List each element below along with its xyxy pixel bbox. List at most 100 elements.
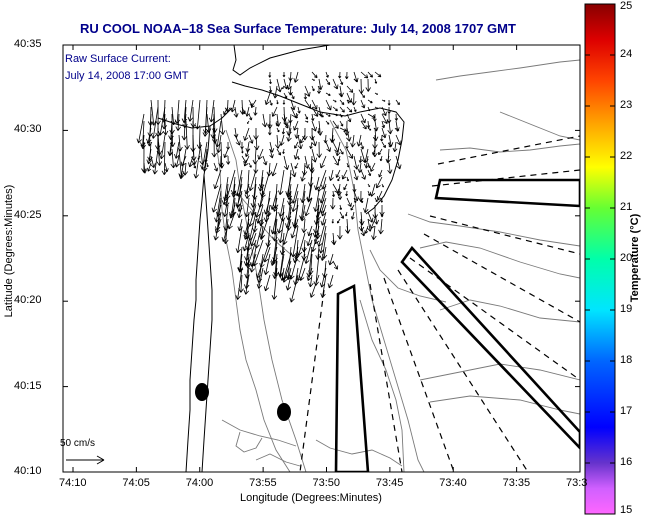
current-vector xyxy=(387,99,391,106)
current-vector xyxy=(230,99,236,113)
coastline xyxy=(157,45,405,472)
colorbar-tick-label: 16 xyxy=(620,456,633,468)
current-vector xyxy=(374,78,378,84)
current-vector xyxy=(211,183,222,213)
current-vector xyxy=(276,78,283,93)
current-vector xyxy=(245,148,250,158)
current-vector xyxy=(281,127,286,135)
current-vector xyxy=(247,120,250,124)
current-vector xyxy=(350,134,356,148)
current-vector xyxy=(226,141,230,150)
current-vector xyxy=(242,232,250,252)
current-vector xyxy=(337,225,343,240)
current-vector xyxy=(339,127,347,132)
axis-ticks xyxy=(63,44,581,473)
station-marker xyxy=(195,383,209,401)
current-vector xyxy=(367,183,371,188)
current-vector xyxy=(170,148,176,169)
current-vector xyxy=(336,183,342,197)
current-vector xyxy=(237,204,243,219)
colorbar-tick-label: 15 xyxy=(620,504,633,516)
current-vector xyxy=(150,155,156,168)
current-vector xyxy=(388,141,392,148)
current-vector xyxy=(282,260,292,283)
x-tick-label: 73:3 xyxy=(566,477,588,489)
current-vector xyxy=(223,148,229,159)
current-vector xyxy=(146,127,152,144)
y-tick-label: 40:20 xyxy=(14,294,42,307)
current-vector xyxy=(290,162,297,178)
current-vector xyxy=(255,260,264,279)
current-vector xyxy=(268,127,272,136)
current-vector xyxy=(325,92,331,96)
current-vector xyxy=(328,169,334,181)
current-vector xyxy=(364,225,369,234)
current-vector xyxy=(218,155,224,167)
current-vector xyxy=(276,99,279,105)
current-vector xyxy=(178,148,187,180)
current-vector xyxy=(301,162,308,176)
current-vector xyxy=(367,190,371,197)
current-vector xyxy=(294,127,300,139)
current-vector xyxy=(359,211,365,226)
bathymetry-contours xyxy=(213,59,580,472)
current-vector xyxy=(381,106,387,117)
current-vector xyxy=(261,113,268,128)
current-vector xyxy=(325,141,331,153)
current-vector xyxy=(373,120,379,132)
current-vector xyxy=(196,127,203,150)
current-vector xyxy=(278,169,285,196)
current-vector xyxy=(244,169,251,199)
current-vector xyxy=(363,197,369,213)
current-vector xyxy=(235,225,243,254)
current-vector xyxy=(372,148,376,156)
current-vector xyxy=(338,71,342,79)
current-vector xyxy=(220,162,224,169)
current-vector xyxy=(314,176,320,191)
current-vector xyxy=(339,211,344,219)
current-vector xyxy=(311,106,319,117)
current-vector xyxy=(253,134,260,151)
current-vector xyxy=(197,155,201,160)
current-vector xyxy=(339,204,343,210)
current-vector xyxy=(339,113,343,118)
current-vector xyxy=(204,155,208,163)
current-vector xyxy=(387,162,393,174)
x-tick-label: 73:55 xyxy=(249,477,277,489)
current-vector xyxy=(343,183,348,191)
current-vector xyxy=(299,267,306,281)
current-vector xyxy=(187,99,194,122)
current-vector xyxy=(339,106,345,113)
current-vector xyxy=(315,246,321,260)
current-vector xyxy=(317,127,321,134)
current-vector xyxy=(282,99,286,105)
current-vector xyxy=(360,169,366,180)
current-vector xyxy=(263,246,271,263)
x-tick-label: 74:10 xyxy=(59,477,87,489)
current-vector xyxy=(332,78,339,90)
current-vector xyxy=(271,267,278,300)
current-vector xyxy=(283,120,289,129)
current-vector xyxy=(381,141,386,149)
scale-arrow xyxy=(66,455,105,465)
current-vector xyxy=(339,99,345,106)
current-vector xyxy=(156,141,163,166)
dashed-transects xyxy=(299,135,580,472)
current-vector xyxy=(365,78,371,92)
current-vector xyxy=(353,169,359,181)
current-vector xyxy=(283,92,288,99)
current-vector xyxy=(269,99,273,106)
current-vector xyxy=(332,155,339,166)
current-vector xyxy=(276,148,282,156)
current-vector xyxy=(269,148,274,159)
map-content xyxy=(66,45,580,472)
current-vector xyxy=(223,190,229,202)
inset-label-line2: July 14, 2008 17:00 GMT xyxy=(65,70,189,82)
current-vector xyxy=(234,134,241,146)
colorbar-tick-label: 23 xyxy=(620,99,633,111)
current-vector xyxy=(346,85,354,93)
current-vector xyxy=(211,134,217,158)
current-vector xyxy=(272,85,279,99)
current-vector xyxy=(307,225,313,237)
